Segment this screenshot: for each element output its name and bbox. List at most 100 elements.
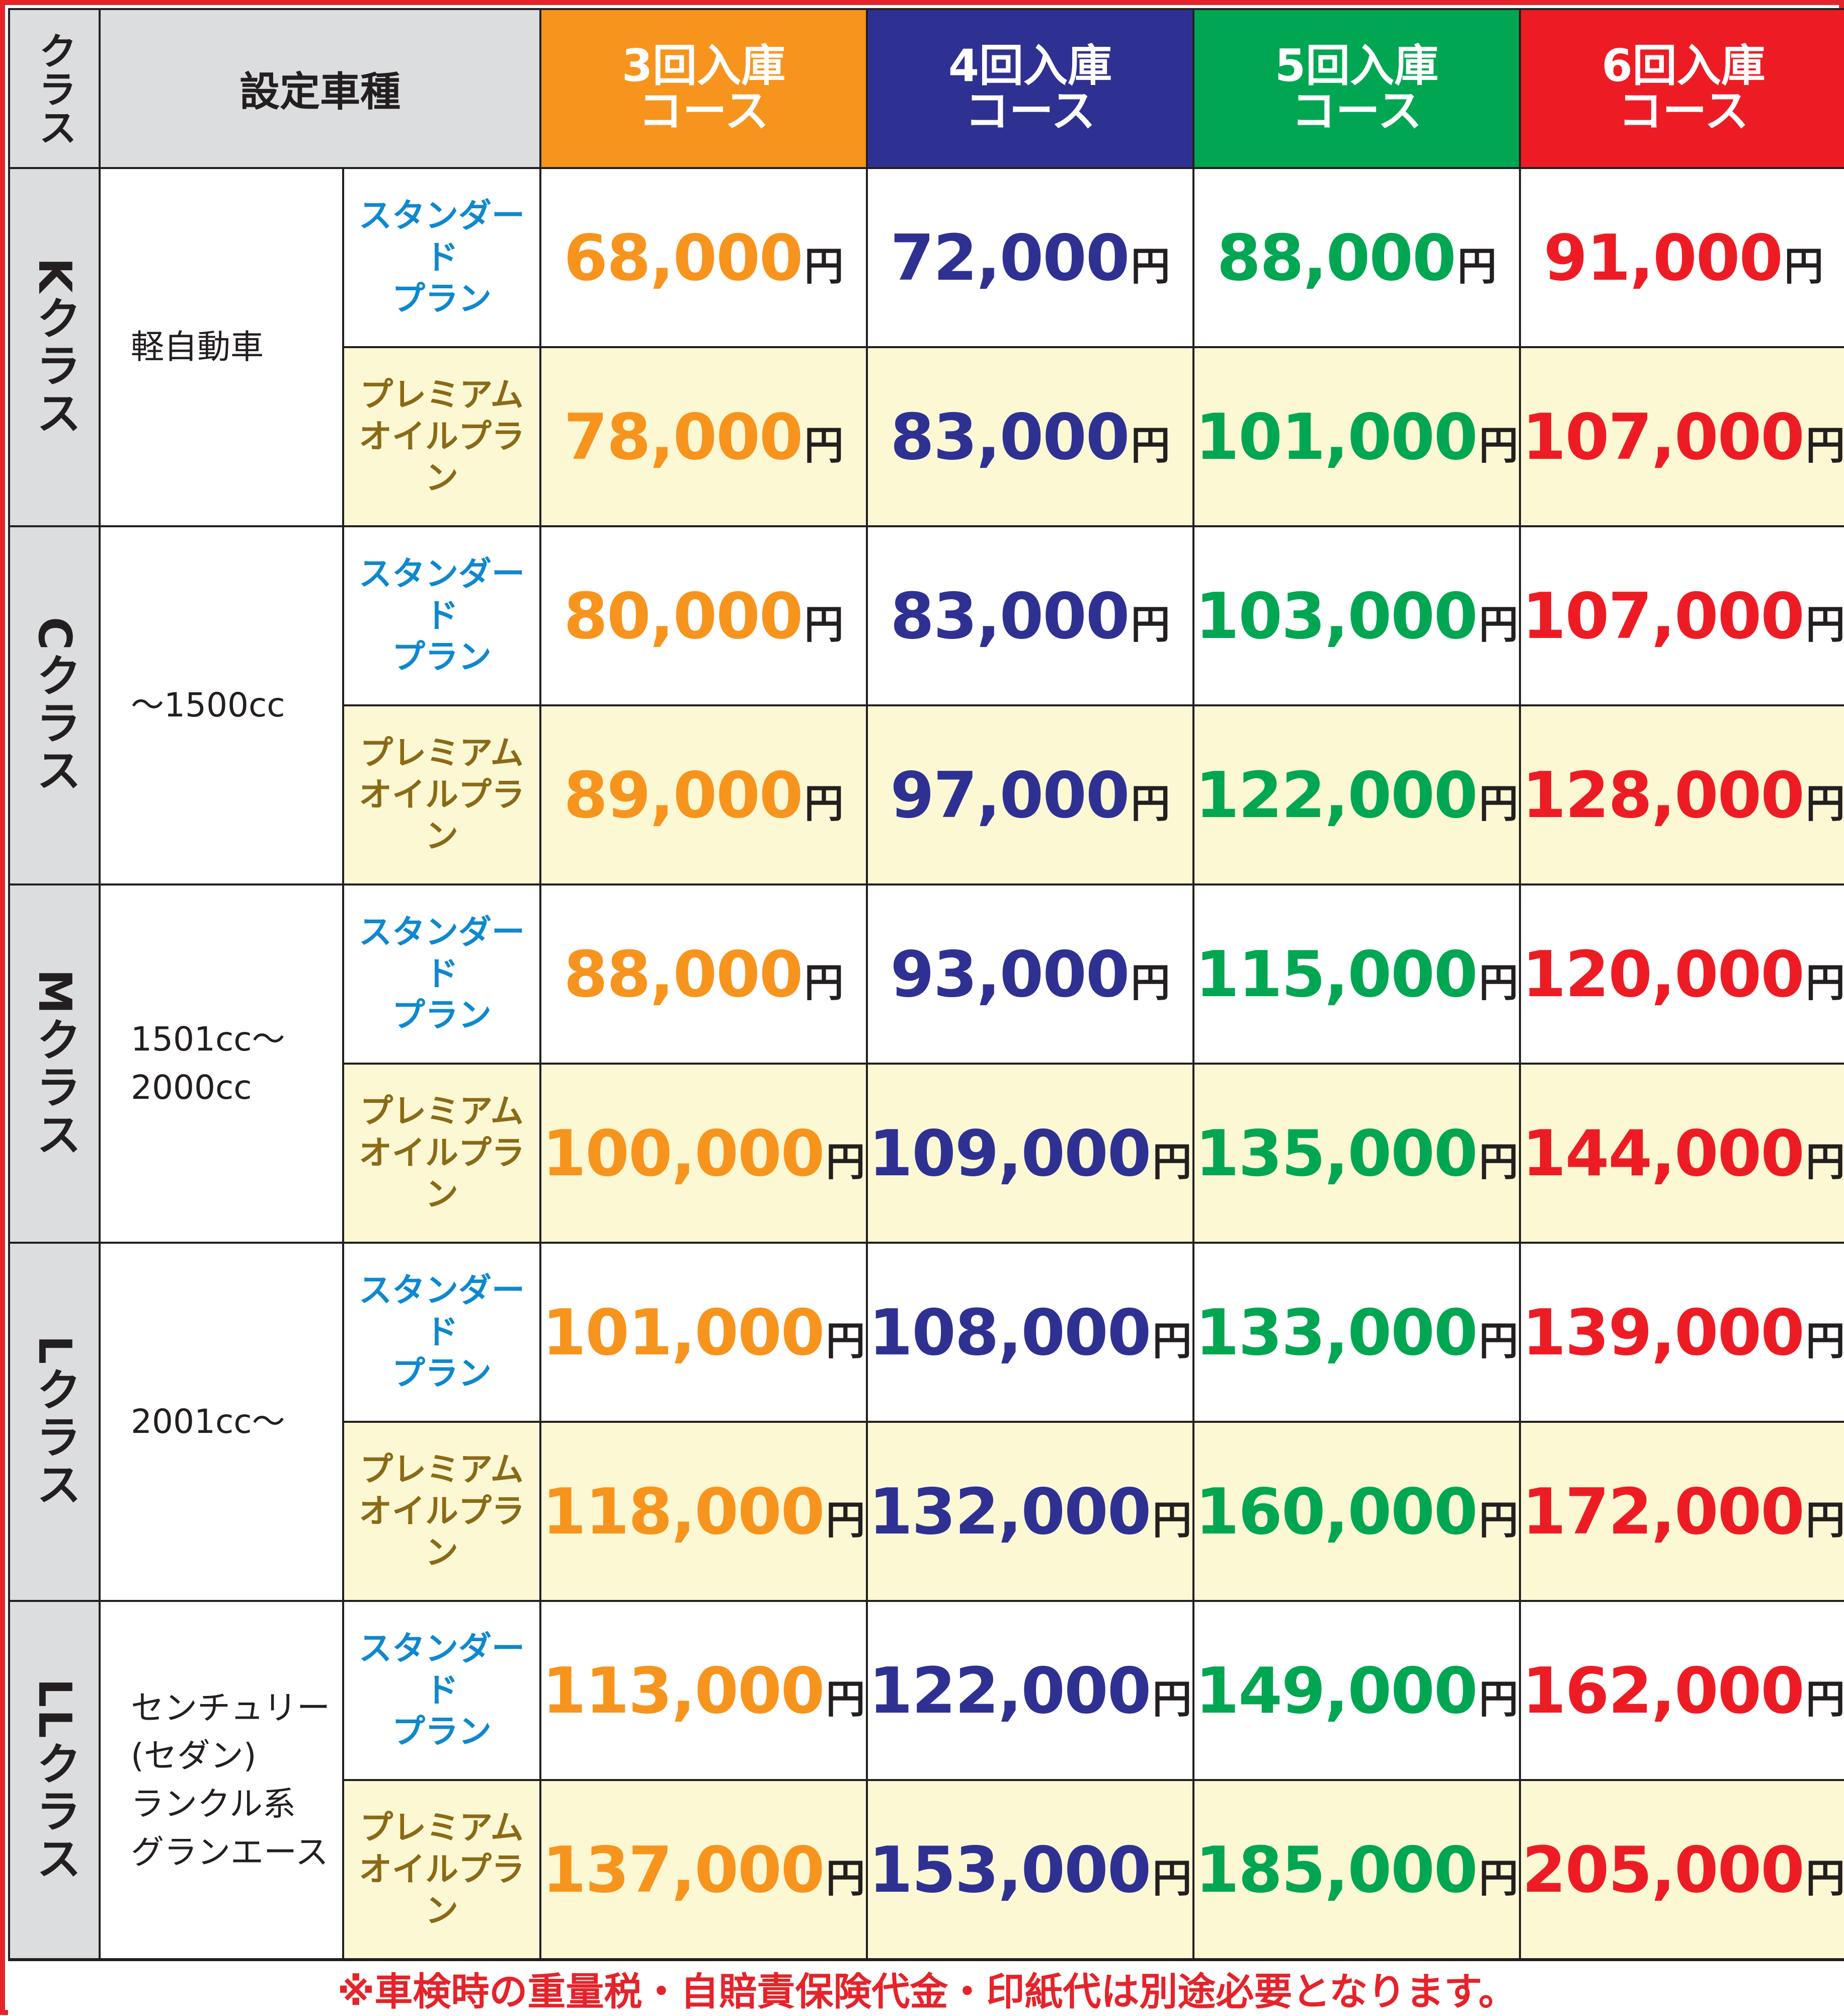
price-cell: 128,000円 — [1519, 704, 1844, 885]
yen-unit: 円 — [1805, 1318, 1844, 1364]
price-value: 83,000 — [890, 579, 1130, 653]
yen-unit: 円 — [1479, 602, 1518, 648]
price-value: 101,000 — [1195, 399, 1478, 474]
plan-label: スタンダード — [359, 554, 525, 635]
yen-unit: 円 — [1805, 1497, 1844, 1543]
plan-label: オイルプラン — [359, 1849, 525, 1930]
model-name: センチュリー — [131, 1688, 330, 1727]
yen-unit: 円 — [1479, 1676, 1518, 1722]
yen-unit: 円 — [1457, 244, 1497, 289]
class-cell: Cクラス — [8, 525, 101, 885]
price-value: 108,000 — [868, 1295, 1151, 1369]
course-header-6: 6回入庫 コース — [1519, 8, 1844, 169]
table-row: Mクラス 1501cc〜 2000cc スタンダード プラン 88,000円 93,000円… — [8, 883, 1844, 1244]
price-cell: 91,000円 — [1519, 167, 1844, 348]
yen-unit: 円 — [804, 244, 844, 289]
price-cell: 83,000円 — [866, 525, 1194, 706]
course-header-3-line2: コース — [638, 85, 769, 137]
model-cell: センチュリー (セダン) ランクル系 グランエース — [99, 1600, 344, 1960]
plan-label: スタンダード — [359, 196, 525, 277]
yen-unit: 円 — [1479, 1139, 1518, 1185]
course-header-4-line1: 4回入庫 — [948, 40, 1112, 92]
price-value: 135,000 — [1195, 1116, 1478, 1190]
class-cell: Mクラス — [8, 883, 101, 1244]
price-cell: 118,000円 — [539, 1421, 868, 1602]
yen-unit: 円 — [1784, 244, 1824, 289]
yen-unit: 円 — [1152, 1856, 1192, 1901]
course-header-5-line1: 5回入庫 — [1274, 40, 1439, 92]
yen-unit: 円 — [1152, 1497, 1192, 1543]
yen-unit: 円 — [1152, 1139, 1192, 1185]
price-cell: 205,000円 — [1519, 1779, 1844, 1960]
yen-unit: 円 — [1131, 960, 1170, 1006]
class-header: クラス — [8, 8, 101, 169]
table-row: プレミアム オイルプラン 118,000円 132,000円 160,000円 172,0… — [9, 1421, 1844, 1602]
model-header: 設定車種 — [99, 8, 541, 169]
yen-unit: 円 — [1805, 602, 1844, 648]
class-header-label: クラス — [32, 31, 77, 146]
plan-standard: スタンダード プラン — [342, 167, 541, 348]
price-cell: 101,000円 — [539, 1242, 868, 1423]
yen-unit: 円 — [804, 960, 844, 1006]
price-cell: 122,000円 — [866, 1600, 1194, 1781]
price-cell: 83,000円 — [866, 346, 1194, 527]
price-value: 149,000 — [1195, 1653, 1478, 1728]
price-cell: 107,000円 — [1519, 525, 1844, 706]
price-cell: 109,000円 — [866, 1063, 1194, 1244]
yen-unit: 円 — [804, 602, 844, 648]
model-cell: 1501cc〜 2000cc — [99, 883, 344, 1244]
yen-unit: 円 — [804, 781, 844, 827]
model-cell: 軽自動車 — [99, 167, 344, 527]
plan-label: オイルプラン — [359, 775, 525, 856]
price-cell: 88,000円 — [539, 883, 868, 1065]
price-value: 88,000 — [1217, 220, 1456, 295]
price-cell: 135,000円 — [1192, 1063, 1521, 1244]
yen-unit: 円 — [1479, 423, 1518, 468]
plan-label: プレミアム — [360, 1808, 524, 1847]
yen-unit: 円 — [1805, 1676, 1844, 1722]
price-cell: 88,000円 — [1192, 167, 1521, 348]
price-cell: 132,000円 — [866, 1421, 1194, 1602]
price-cell: 144,000円 — [1519, 1063, 1844, 1244]
model-cell: 〜1500cc — [99, 525, 344, 885]
yen-unit: 円 — [826, 1318, 865, 1364]
table-row: プレミアム オイルプラン 89,000円 97,000円 122,000円 128,000… — [9, 704, 1844, 885]
yen-unit: 円 — [1479, 1497, 1518, 1543]
price-cell: 133,000円 — [1192, 1242, 1521, 1423]
yen-unit: 円 — [826, 1497, 865, 1543]
table-row: LLクラス センチュリー (セダン) ランクル系 グランエース スタンダード プラン 113,… — [8, 1600, 1844, 1960]
yen-unit: 円 — [1479, 960, 1518, 1006]
model-name: 2000cc — [131, 1068, 252, 1107]
yen-unit: 円 — [1131, 423, 1170, 468]
yen-unit: 円 — [1479, 781, 1518, 827]
plan-premium: プレミアム オイルプラン — [342, 1421, 541, 1602]
price-value: 107,000 — [1522, 399, 1805, 474]
price-value: 133,000 — [1195, 1295, 1478, 1369]
class-name: Mクラス — [28, 969, 81, 1158]
yen-unit: 円 — [826, 1856, 865, 1901]
price-cell: 108,000円 — [866, 1242, 1194, 1423]
price-value: 103,000 — [1195, 579, 1478, 653]
price-cell: 93,000円 — [866, 883, 1194, 1065]
course-header-3: 3回入庫 コース — [539, 8, 868, 169]
price-table: クラス 設定車種 3回入庫 コース 4回入庫 コース 5回入庫 コース 6回入庫 — [8, 8, 1844, 1960]
plan-premium: プレミアム オイルプラン — [342, 346, 541, 527]
price-cell: 107,000円 — [1519, 346, 1844, 527]
yen-unit: 円 — [1805, 960, 1844, 1006]
course-header-6-line1: 6回入庫 — [1601, 40, 1766, 92]
yen-unit: 円 — [1131, 781, 1170, 827]
plan-label: スタンダード — [359, 1271, 525, 1351]
plan-label: プラン — [392, 1354, 492, 1393]
plan-standard: スタンダード プラン — [342, 1242, 541, 1423]
header-row: クラス 設定車種 3回入庫 コース 4回入庫 コース 5回入庫 コース 6回入庫 — [8, 8, 1844, 169]
yen-unit: 円 — [826, 1676, 865, 1722]
plan-premium: プレミアム オイルプラン — [342, 1779, 541, 1960]
price-value: 122,000 — [1195, 758, 1478, 832]
price-cell: 137,000円 — [539, 1779, 868, 1960]
course-header-4-line2: コース — [965, 85, 1096, 137]
price-cell: 139,000円 — [1519, 1242, 1844, 1423]
price-value: 120,000 — [1522, 937, 1805, 1011]
price-cell: 149,000円 — [1192, 1600, 1521, 1781]
price-value: 80,000 — [564, 579, 803, 653]
